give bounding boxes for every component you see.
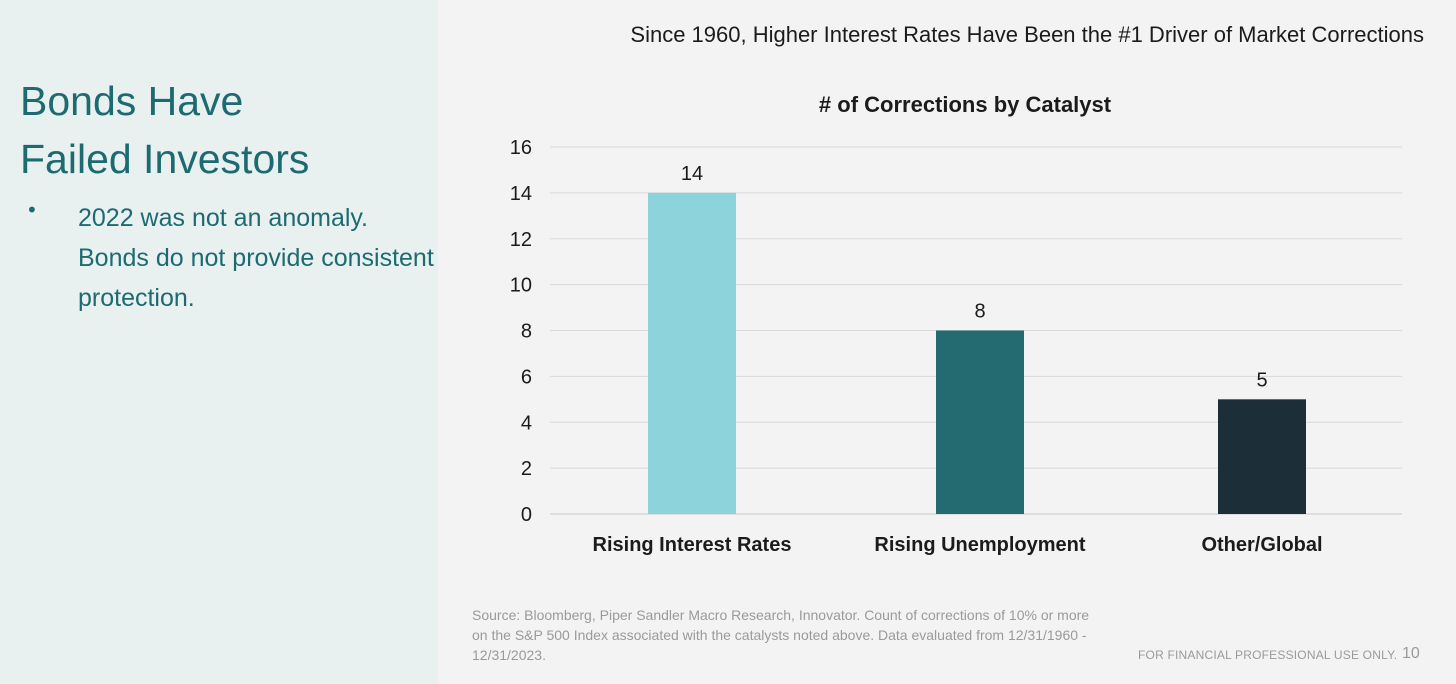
y-tick-label: 0	[521, 504, 532, 526]
y-tick-label: 8	[521, 321, 532, 343]
source-note: Source: Bloomberg, Piper Sandler Macro R…	[472, 607, 1090, 663]
chart-title: # of Corrections by Catalyst	[819, 92, 1112, 117]
x-tick-label: Rising Interest Rates	[593, 534, 792, 556]
y-tick-label: 12	[510, 229, 532, 251]
y-tick-label: 10	[510, 275, 532, 297]
bar	[1218, 399, 1306, 514]
bar-chart: # of Corrections by Catalyst 0 2 4 6 8 10 12 14 1…	[510, 92, 1402, 556]
y-tick-label: 6	[521, 366, 532, 388]
page-number: 10	[1402, 645, 1420, 662]
data-label: 8	[974, 301, 985, 323]
data-label: 14	[681, 163, 703, 185]
sidebar-panel: Bonds Have Failed Investors • 2022 was n…	[0, 0, 438, 684]
title-line-1: Bonds Have	[20, 78, 244, 124]
slide-title: Bonds Have Failed Investors	[20, 72, 309, 188]
bar	[648, 192, 736, 514]
y-tick-label: 16	[510, 137, 532, 159]
title-line-2: Failed Investors	[20, 136, 310, 182]
bar	[936, 330, 1024, 514]
y-tick-label: 14	[510, 183, 532, 205]
data-label: 5	[1256, 369, 1267, 391]
y-tick-label: 4	[521, 412, 532, 434]
headline-text: Since 1960, Higher Interest Rates Have B…	[630, 22, 1424, 47]
x-tick-label: Rising Unemployment	[874, 534, 1085, 556]
bullet-icon: •	[26, 198, 38, 222]
disclaimer: FOR FINANCIAL PROFESSIONAL USE ONLY.	[1138, 648, 1398, 662]
bullet-text: 2022 was not an anomaly. Bonds do not pr…	[78, 204, 434, 312]
x-tick-label: Other/Global	[1201, 534, 1322, 556]
y-tick-label: 2	[521, 458, 532, 480]
